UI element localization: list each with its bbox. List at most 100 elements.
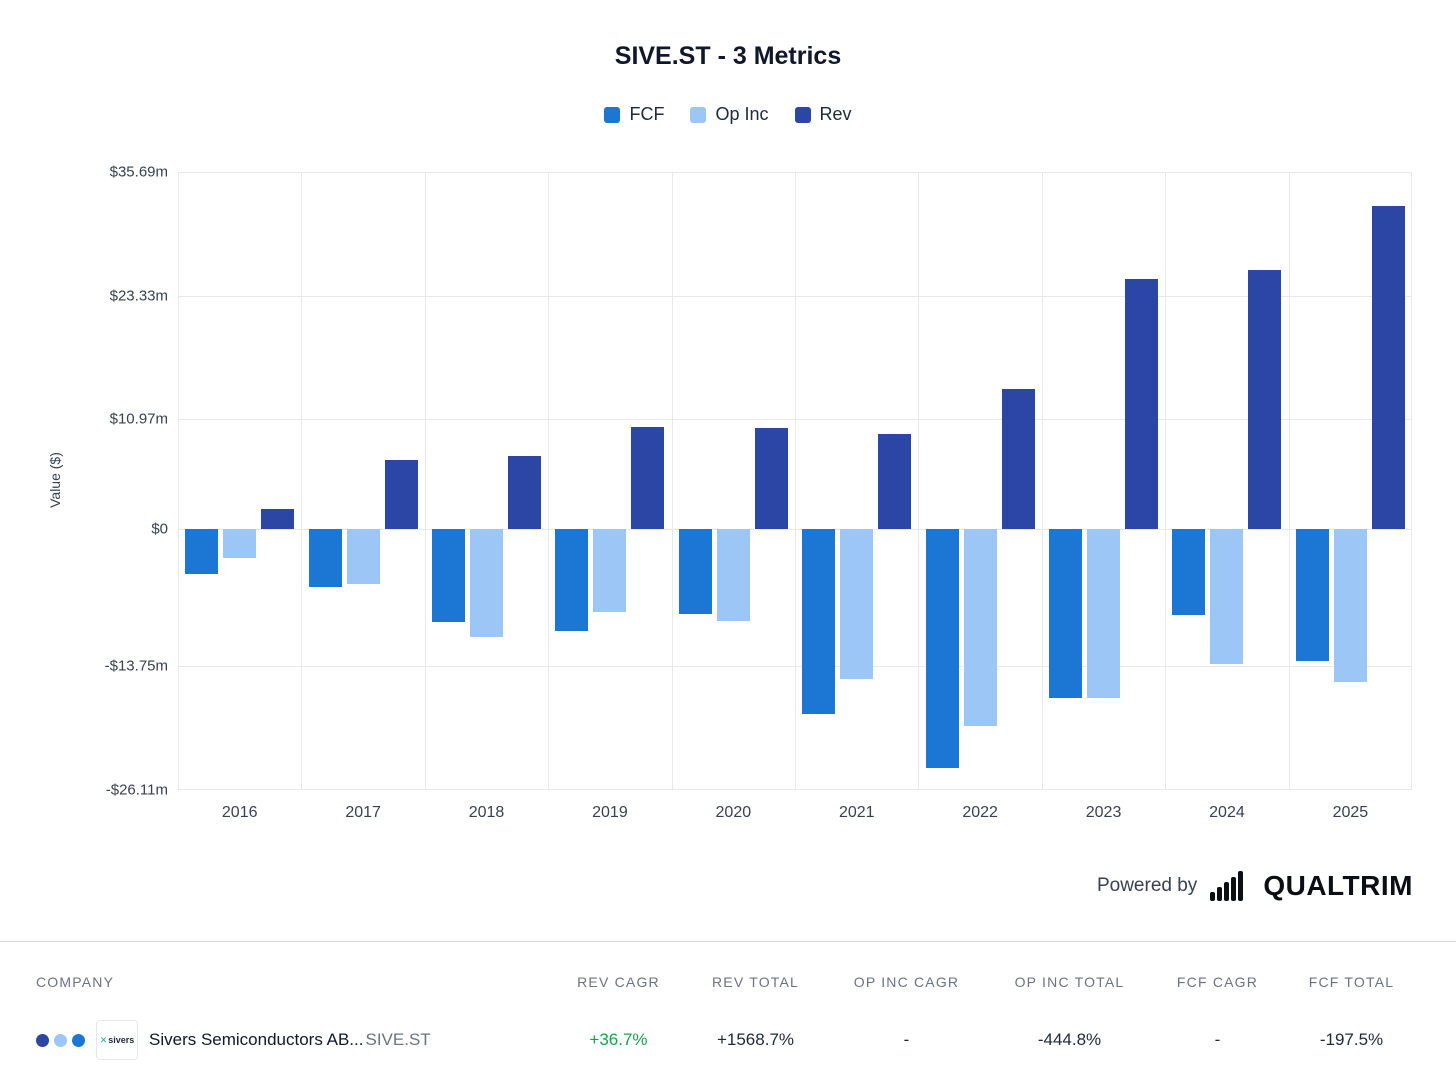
bar-rev-2023[interactable] — [1125, 278, 1158, 529]
series-dot — [54, 1033, 67, 1047]
column-header-company: COMPANY — [36, 974, 115, 990]
x-tick-2018: 2018 — [468, 804, 505, 821]
fcf-total-value: -197.5% — [1319, 1030, 1384, 1049]
x-tick-2024: 2024 — [1209, 804, 1245, 821]
legend-item-fcf[interactable]: FCF — [604, 104, 664, 125]
y-tick-label: -$26.11m — [105, 781, 168, 799]
bar-fcf-2024[interactable] — [1172, 528, 1206, 615]
y-tick-label: -$13.75m — [104, 657, 168, 675]
y-tick-label: $35.69m — [109, 163, 168, 181]
bar-fcf-2016[interactable] — [185, 528, 219, 574]
column-header-op-inc-total[interactable]: OP INC TOTAL — [1014, 974, 1125, 990]
x-tick-2019: 2019 — [592, 804, 628, 821]
bar-fcf-2021[interactable] — [802, 528, 836, 714]
gridline-vertical — [795, 172, 796, 790]
x-tick-2022: 2022 — [962, 804, 998, 821]
powered-by-label: Powered by — [1096, 875, 1198, 896]
bar-fcf-2019[interactable] — [555, 528, 589, 631]
bar-rev-2016[interactable] — [261, 508, 295, 529]
bar-op-inc-2022[interactable] — [963, 528, 997, 726]
legend-label-op-inc: Op Inc — [715, 104, 769, 124]
legend-item-rev[interactable]: Rev — [794, 104, 852, 125]
gridline-vertical — [301, 172, 302, 790]
gridline-vertical — [1411, 172, 1412, 790]
rev-total-value: +1568.7% — [716, 1030, 795, 1049]
bar-fcf-2022[interactable] — [925, 528, 959, 768]
x-tick-2020: 2020 — [715, 804, 752, 821]
gridline-vertical — [1042, 172, 1043, 790]
x-tick-2025: 2025 — [1332, 804, 1369, 821]
legend-item-op-inc[interactable]: Op Inc — [690, 104, 769, 125]
bar-fcf-2025[interactable] — [1295, 528, 1329, 661]
op-inc-cagr-value: - — [903, 1030, 910, 1049]
company-logo: ✕ sivers — [96, 1020, 138, 1060]
gridline-vertical — [548, 172, 549, 790]
bar-op-inc-2017[interactable] — [346, 528, 380, 584]
gridline-vertical — [672, 172, 673, 790]
chart-title: SIVE.ST - 3 Metrics — [614, 42, 842, 70]
powered-by-bar: Powered by QUALTRIM — [1097, 870, 1413, 902]
bar-op-inc-2025[interactable] — [1333, 528, 1367, 682]
bar-rev-2021[interactable] — [878, 433, 912, 529]
bar-fcf-2023[interactable] — [1049, 528, 1082, 698]
legend-label-fcf: FCF — [629, 104, 665, 124]
gridline-horizontal — [178, 789, 1412, 790]
gridline-horizontal — [178, 529, 1412, 530]
bar-rev-2019[interactable] — [631, 426, 665, 529]
gridline-horizontal — [178, 296, 1412, 297]
bar-op-inc-2023[interactable] — [1087, 528, 1120, 698]
qualtrim-wordmark: QUALTRIM — [1263, 870, 1413, 901]
gridline-horizontal — [178, 666, 1412, 667]
bar-rev-2020[interactable] — [754, 427, 788, 529]
x-tick-2023: 2023 — [1085, 804, 1122, 821]
gridline-vertical — [1289, 172, 1290, 790]
table-row[interactable]: ✕ sivers Sivers Semiconductors AB... SIVE… — [36, 1012, 1420, 1068]
bar-fcf-2020[interactable] — [678, 528, 712, 614]
bar-op-inc-2019[interactable] — [593, 528, 627, 612]
company-cell: ✕ sivers Sivers Semiconductors AB... SIVE… — [36, 1020, 552, 1060]
company-logo-mark: ✕ — [99, 1034, 108, 1045]
fcf-cagr-value: - — [1214, 1030, 1221, 1049]
series-dot — [72, 1033, 85, 1047]
gridline-horizontal — [178, 419, 1412, 420]
y-tick-label: $10.97m — [109, 410, 168, 428]
company-name: Sivers Semiconductors AB... — [149, 1030, 364, 1049]
legend-swatch-rev — [794, 106, 811, 123]
rev-cagr-value: +36.7% — [589, 1030, 648, 1049]
gridline-vertical — [918, 172, 919, 790]
x-tick-2021: 2021 — [838, 804, 875, 821]
bar-rev-2025[interactable] — [1371, 205, 1405, 529]
legend-swatch-fcf — [604, 106, 621, 123]
table-header: COMPANY REV CAGR REV TOTAL OP INC CAGR O… — [36, 974, 1420, 990]
column-header-fcf-cagr[interactable]: FCF CAGR — [1176, 974, 1259, 990]
bar-op-inc-2020[interactable] — [716, 528, 750, 621]
bar-op-inc-2016[interactable] — [223, 528, 257, 558]
bar-rev-2022[interactable] — [1001, 388, 1035, 529]
x-axis: 2016 2017 2018 2019 2020 2021 2022 2023 2024 2025 — [178, 804, 1412, 822]
company-ticker: SIVE.ST — [365, 1030, 431, 1049]
legend-swatch-op-inc — [690, 106, 707, 123]
bar-op-inc-2018[interactable] — [470, 528, 503, 637]
column-header-op-inc-cagr[interactable]: OP INC CAGR — [853, 974, 960, 990]
column-header-fcf-total[interactable]: FCF TOTAL — [1308, 974, 1395, 990]
gridline-vertical — [178, 172, 179, 790]
bar-op-inc-2021[interactable] — [840, 528, 874, 679]
bar-fcf-2018[interactable] — [432, 528, 465, 622]
series-dots — [36, 1033, 85, 1047]
op-inc-total-value: -444.8% — [1037, 1030, 1102, 1049]
bar-fcf-2017[interactable] — [308, 528, 342, 587]
company-logo-text: sivers — [108, 1035, 135, 1045]
column-header-rev-cagr[interactable]: REV CAGR — [577, 974, 660, 990]
legend-label-rev: Rev — [819, 104, 852, 124]
x-tick-2016: 2016 — [221, 804, 258, 821]
column-header-rev-total[interactable]: REV TOTAL — [711, 974, 800, 990]
bar-rev-2018[interactable] — [508, 455, 541, 529]
gridline-vertical — [425, 172, 426, 790]
bar-rev-2024[interactable] — [1248, 269, 1282, 529]
gridline-horizontal — [178, 172, 1412, 173]
bar-op-inc-2024[interactable] — [1210, 528, 1244, 664]
y-axis: $35.69m $23.33m $10.97m $0 -$13.75m -$26.11m — [0, 164, 168, 799]
bar-rev-2017[interactable] — [384, 459, 418, 529]
x-tick-2017: 2017 — [345, 804, 381, 821]
